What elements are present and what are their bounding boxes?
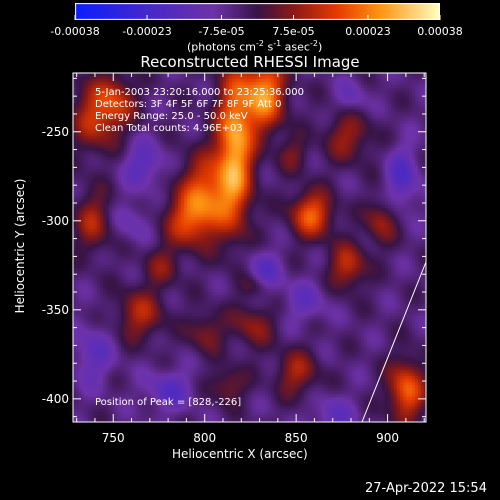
y-axis-label: Heliocentric Y (arcsec) (13, 178, 27, 314)
annotation-time-range: 5-Jan-2003 23:20:16.000 to 23:25:36.000 (95, 87, 304, 98)
y-tick-label: -250 (41, 124, 69, 139)
solar-limb-line (361, 261, 427, 423)
x-tick-label: 800 (193, 431, 217, 445)
colorbar-tick-label: 0.00038 (417, 25, 463, 38)
colorbar-tick-label: -0.00023 (122, 25, 172, 38)
annotation-detectors: Detectors: 3F 4F 5F 6F 7F 8F 9F Att 0 (95, 99, 282, 110)
colorbar-tick-label: 7.5e-05 (272, 25, 315, 38)
y-tick-label: -300 (41, 213, 69, 228)
chart-title: Reconstructed RHESSI Image (140, 53, 360, 71)
colorbar-tick-label: -7.5e-05 (198, 25, 245, 38)
annotation-clean-counts: Clean Total counts: 4.96E+03 (95, 123, 243, 134)
image-plot-area (73, 73, 426, 422)
y-tick-label: -400 (41, 391, 69, 406)
x-axis-label: Heliocentric X (arcsec) (172, 447, 308, 461)
colorbar-tick-label: 0.00023 (345, 25, 391, 38)
colorbar (75, 3, 440, 20)
annotation-peak-position: Position of Peak = [828,-226] (95, 397, 242, 408)
y-tick-label: -350 (41, 302, 69, 317)
colorbar-tick-marks (74, 15, 441, 20)
x-tick-label: 750 (101, 431, 125, 445)
plot-frame (72, 72, 427, 423)
x-tick-label: 900 (376, 431, 400, 445)
colorbar-units: (photons cm-2 s-1 asec-2) (187, 39, 323, 54)
annotation-energy-range: Energy Range: 25.0 - 50.0 keV (95, 111, 248, 122)
colorbar-tick-label: -0.00038 (50, 25, 100, 38)
x-tick-label: 850 (284, 431, 308, 445)
footer-timestamp: 27-Apr-2022 15:54 (365, 481, 487, 496)
